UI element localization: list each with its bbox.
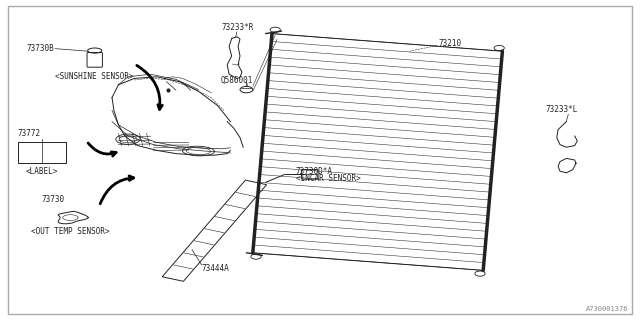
Text: <SUNSHINE SENSOR>: <SUNSHINE SENSOR> bbox=[56, 72, 134, 81]
Text: <LABEL>: <LABEL> bbox=[26, 167, 58, 176]
Circle shape bbox=[475, 271, 485, 276]
Circle shape bbox=[270, 27, 280, 32]
Text: <OUT TEMP SENSOR>: <OUT TEMP SENSOR> bbox=[31, 227, 109, 236]
Text: A730001376: A730001376 bbox=[586, 306, 628, 312]
Text: <INCAR SENSOR>: <INCAR SENSOR> bbox=[296, 174, 360, 183]
Text: 73772: 73772 bbox=[18, 129, 41, 138]
Text: 73730: 73730 bbox=[42, 195, 65, 204]
Text: Q586001: Q586001 bbox=[221, 76, 253, 84]
Text: 73210: 73210 bbox=[438, 39, 461, 48]
Text: 73444A: 73444A bbox=[202, 264, 229, 273]
Text: 73730B: 73730B bbox=[27, 44, 54, 53]
Text: 73730D*A: 73730D*A bbox=[296, 167, 333, 176]
Text: 73233*L: 73233*L bbox=[546, 105, 578, 114]
Text: 73233*R: 73233*R bbox=[222, 23, 254, 32]
Circle shape bbox=[251, 254, 261, 259]
Circle shape bbox=[494, 45, 504, 51]
